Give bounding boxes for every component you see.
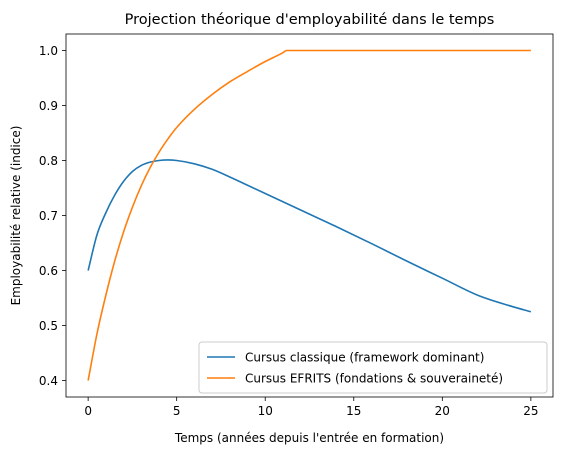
y-axis-title: Employabilité relative (indice) <box>9 126 23 306</box>
legend-label: Cursus EFRITS (fondations & souveraineté… <box>245 371 503 385</box>
x-axis-title: Temps (années depuis l'entrée en formati… <box>174 431 444 445</box>
series-efrits-line <box>87 49 531 381</box>
legend-label: Cursus classique (framework dominant) <box>245 350 484 364</box>
x-tick-label: 15 <box>346 404 361 418</box>
x-tick-label: 0 <box>84 404 92 418</box>
series-classique-line <box>87 159 532 313</box>
y-tick-label: 0.7 <box>39 209 58 223</box>
y-axis-ticks: 0.4 0.5 0.6 0.7 0.8 0.9 1.0 <box>39 44 66 388</box>
y-tick-label: 1.0 <box>39 44 58 58</box>
y-tick-label: 0.5 <box>39 319 58 333</box>
x-tick-label: 10 <box>258 404 273 418</box>
legend-box <box>198 341 548 394</box>
x-tick-label: 25 <box>523 404 538 418</box>
x-tick-label: 20 <box>435 404 450 418</box>
x-tick-label: 5 <box>173 404 181 418</box>
y-tick-label: 0.8 <box>39 154 58 168</box>
legend: Cursus classique (framework dominant) Cur… <box>198 341 548 394</box>
y-tick-label: 0.4 <box>39 374 58 388</box>
plot-series <box>87 49 532 381</box>
x-axis-ticks: 0 5 10 15 20 25 <box>84 397 539 418</box>
y-tick-label: 0.9 <box>39 99 58 113</box>
chart-title: Projection théorique d'employabilité dan… <box>125 12 495 28</box>
y-tick-label: 0.6 <box>39 264 58 278</box>
